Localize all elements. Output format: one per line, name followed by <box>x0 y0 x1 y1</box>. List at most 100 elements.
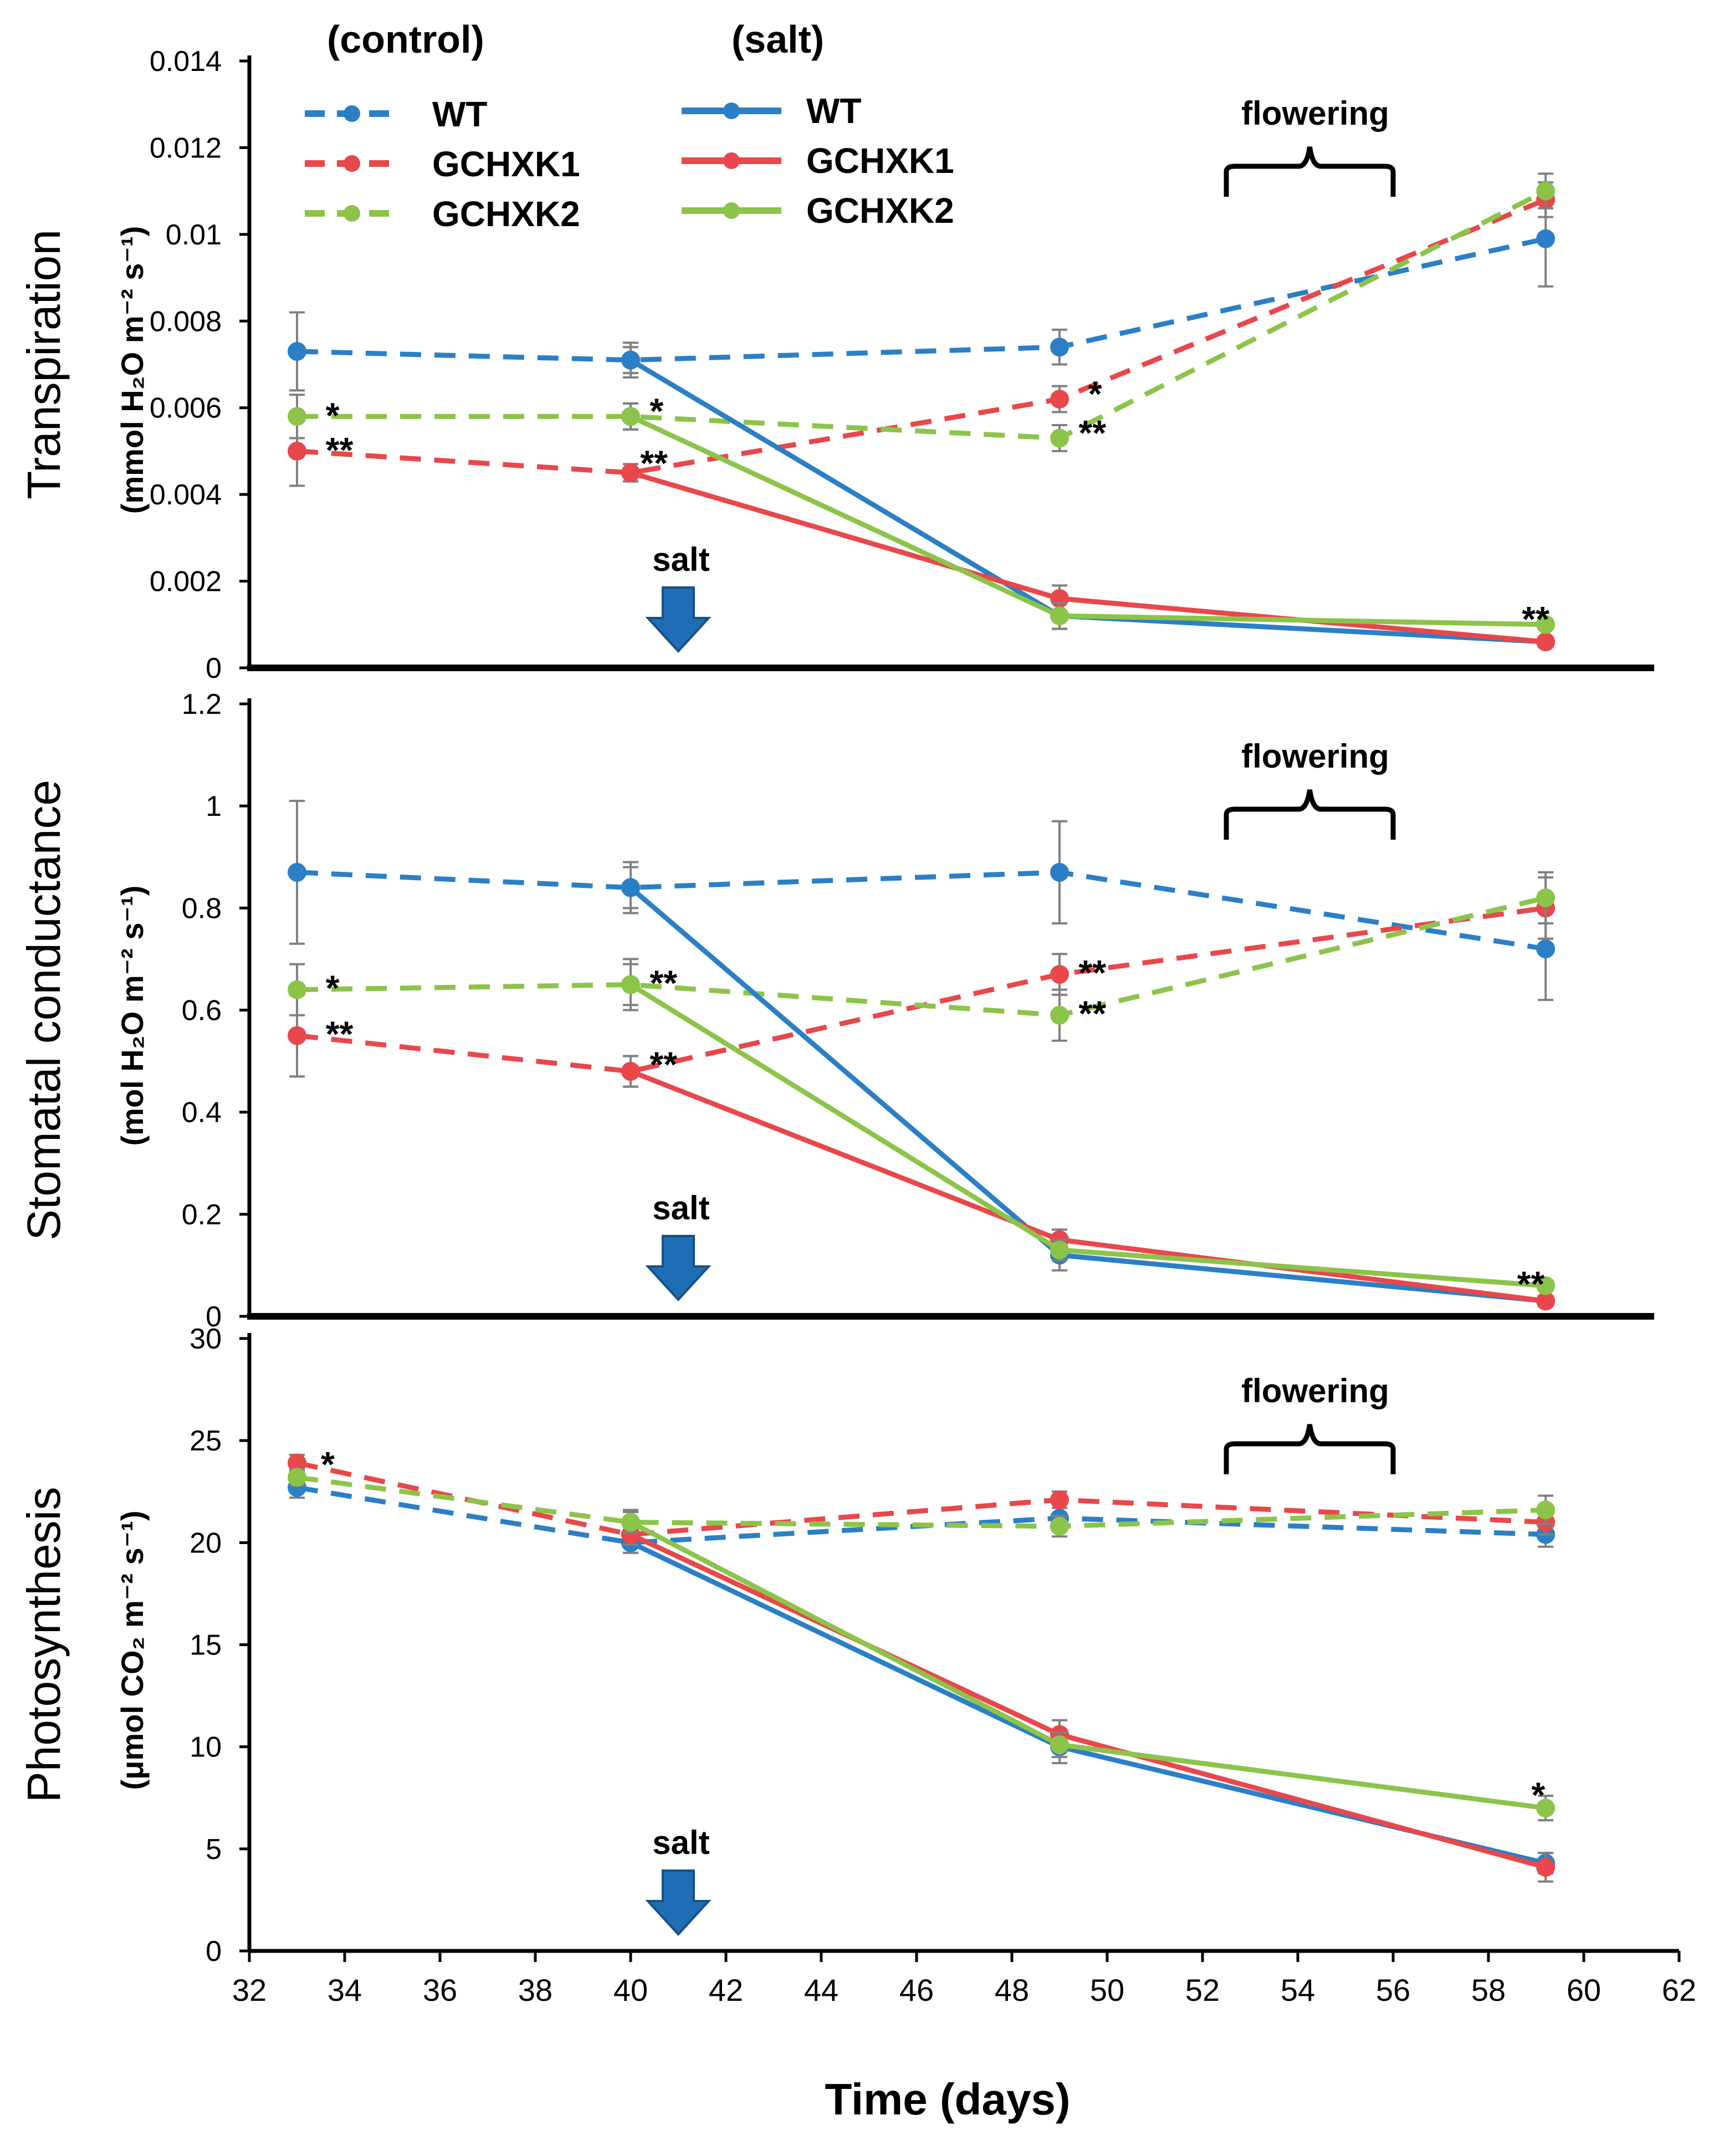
data-point <box>1536 229 1556 248</box>
legend: (control) (salt) WT GCHXK1 GCHXK2 WT GCH… <box>305 18 954 234</box>
y-tick-label: 1.2 <box>182 688 222 721</box>
data-point <box>621 463 640 483</box>
y-tick-label: 0.004 <box>150 479 222 511</box>
y-tick-label: 0.01 <box>166 219 222 251</box>
series-salt-gchxk2 <box>621 963 1556 1295</box>
series-line <box>296 905 1546 1074</box>
data-point <box>288 1453 306 1473</box>
y-tick-label: 25 <box>190 1425 222 1457</box>
flowering-label: flowering <box>1241 738 1389 775</box>
panel-photosynthesis: 0 5 10 15 20 25 30 Photosynthesis (μmol CO₂ m⁻² … <box>18 1323 1556 1968</box>
y-tick-label: 0.006 <box>150 392 222 425</box>
series-line <box>296 895 1547 1018</box>
data-point <box>1050 1735 1069 1754</box>
y-tick-label: 30 <box>190 1323 222 1355</box>
data-point <box>1050 606 1069 626</box>
series-line <box>296 1475 1546 1529</box>
legend-label-control-wt: WT <box>432 94 488 134</box>
y-tick-label: 0.008 <box>150 305 222 338</box>
flowering-brace <box>1224 789 1396 840</box>
data-point <box>621 1513 640 1532</box>
legend-control-wt: WT <box>305 94 488 134</box>
data-point <box>288 980 306 999</box>
legend-label-control-gchxk1: GCHXK1 <box>432 144 580 184</box>
salt-label: salt <box>652 1824 709 1861</box>
y-axis-units: (mol H₂O m⁻² s⁻¹) <box>115 886 150 1146</box>
x-tick-label: 40 <box>613 1973 648 2007</box>
flowering-brace <box>1224 146 1396 197</box>
data-point <box>1536 1857 1556 1877</box>
series-control-gchxk2 <box>288 1468 1556 1538</box>
salt-label: salt <box>652 1189 709 1227</box>
legend-salt-wt: WT <box>682 91 862 131</box>
significance-label: * <box>1088 374 1102 413</box>
series-line <box>296 197 1547 476</box>
data-point <box>288 862 306 882</box>
salt-label: salt <box>652 541 709 578</box>
data-point <box>1536 888 1556 907</box>
legend-marker-salt-wt <box>723 103 740 119</box>
series-line <box>296 1460 1546 1537</box>
data-point <box>621 407 640 426</box>
x-tick-label: 58 <box>1471 1973 1506 2007</box>
x-tick-label: 62 <box>1662 1973 1696 2007</box>
x-tick-label: 60 <box>1567 1973 1601 2007</box>
legend-marker-control-wt <box>344 105 360 122</box>
data-point <box>1050 1516 1069 1536</box>
y-tick-label: 1 <box>206 790 222 822</box>
significance-label: ** <box>1078 953 1106 993</box>
y-tick-label: 0.014 <box>150 45 222 78</box>
data-point <box>1050 338 1069 357</box>
significance-label: ** <box>649 963 677 1003</box>
data-point <box>1536 181 1556 201</box>
data-point <box>1050 428 1069 448</box>
significance-label: ** <box>1078 994 1106 1034</box>
significance-label: ** <box>1517 1264 1545 1304</box>
x-tick-label: 34 <box>328 1973 362 2007</box>
significance-label: ** <box>1078 413 1106 453</box>
x-tick-label: 54 <box>1281 1973 1315 2007</box>
data-point <box>621 878 640 897</box>
significance-label: ** <box>326 430 354 470</box>
y-axis-label: Photosynthesis <box>18 1487 70 1803</box>
legend-control-gchxk2: GCHXK2 <box>305 194 580 234</box>
y-axis-units: (μmol CO₂ m⁻² s⁻¹) <box>115 1510 150 1790</box>
legend-marker-control-gchxk2 <box>344 205 360 222</box>
panels: 0 0.002 0.004 0.006 0.008 0.01 0.012 0.014 Trans… <box>18 45 1654 1968</box>
data-point <box>288 1026 306 1045</box>
y-tick-label: 0.4 <box>182 1097 222 1129</box>
x-tick-label: 50 <box>1090 1973 1124 2007</box>
flowering-brace <box>1224 1424 1396 1474</box>
y-tick-label: 0 <box>206 1301 222 1333</box>
data-point <box>1536 615 1556 634</box>
significance-label: * <box>326 968 340 1008</box>
x-tick-label: 56 <box>1376 1973 1410 2007</box>
legend-control-heading: (control) <box>327 18 484 61</box>
series-salt-gchxk2 <box>621 402 1556 634</box>
significance-label: ** <box>1522 599 1549 639</box>
panel-transpiration: 0 0.002 0.004 0.006 0.008 0.01 0.012 0.014 Trans… <box>18 45 1654 684</box>
y-tick-label: 0.012 <box>150 132 222 164</box>
series-line <box>296 1485 1546 1545</box>
x-tick-label: 46 <box>899 1973 934 2007</box>
x-tick-label: 52 <box>1185 1973 1220 2007</box>
legend-salt-gchxk2: GCHXK2 <box>682 191 954 231</box>
y-tick-label: 0.2 <box>182 1199 222 1231</box>
data-point <box>288 1468 306 1487</box>
y-tick-label: 0 <box>206 1935 222 1968</box>
data-point <box>1536 1276 1556 1295</box>
legend-salt-heading: (salt) <box>731 18 824 61</box>
data-point <box>621 1062 640 1081</box>
significance-label: * <box>649 391 663 431</box>
y-axis-label: Transpiration <box>18 229 70 499</box>
data-point <box>621 975 640 994</box>
data-point <box>1050 862 1069 882</box>
salt-arrow-shape <box>645 1235 712 1301</box>
salt-arrow-icon <box>645 1235 712 1301</box>
significance-label: ** <box>640 443 668 483</box>
y-tick-label: 0 <box>206 652 222 684</box>
salt-arrow-icon <box>645 1869 712 1936</box>
legend-control-gchxk1: GCHXK1 <box>305 144 580 184</box>
data-point <box>1050 965 1069 984</box>
x-tick-label: 38 <box>518 1973 552 2007</box>
